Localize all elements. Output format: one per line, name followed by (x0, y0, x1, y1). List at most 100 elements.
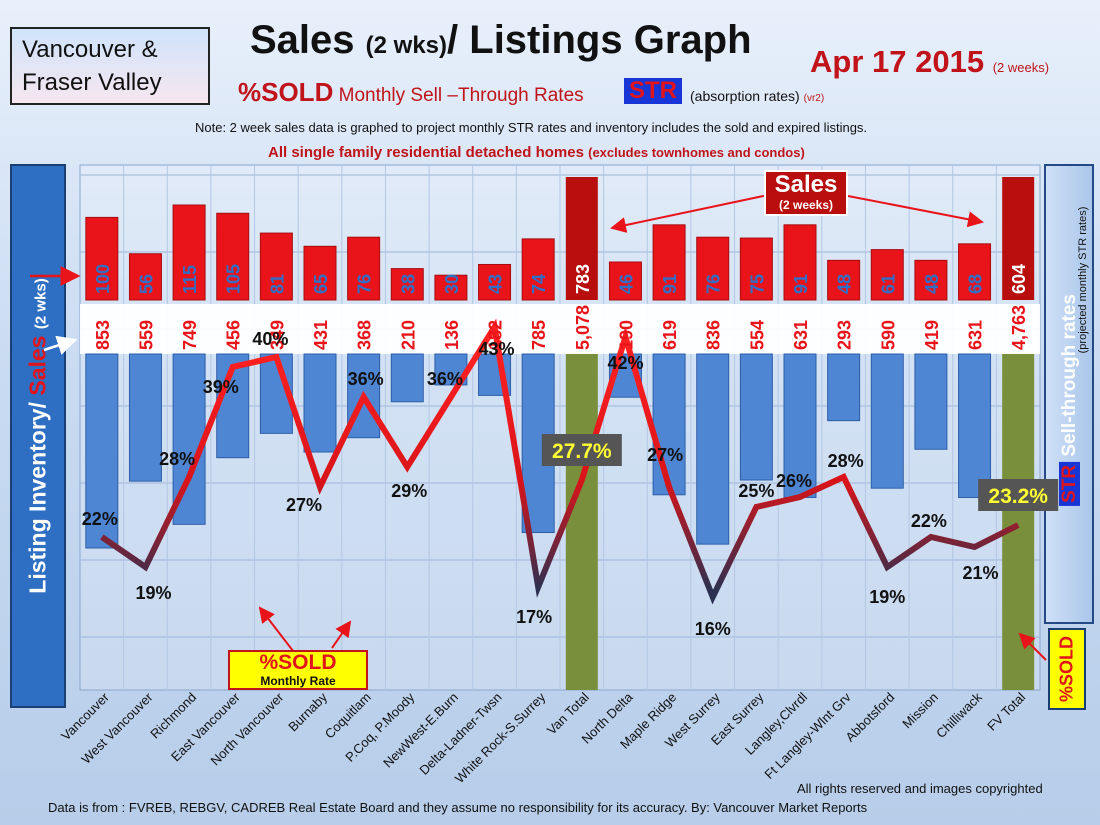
inventory-value-east-vancouver: 456 (224, 320, 244, 350)
right-axis-panel (1044, 164, 1094, 624)
right-sold-badge: %SOLD (1048, 628, 1086, 710)
str-label-richmond: 28% (159, 449, 195, 469)
inventory-bar-van-total (565, 354, 598, 690)
sales-value-east-surrey: 75 (747, 274, 767, 294)
str-label-mission: 22% (911, 511, 947, 531)
str-highlight-label-fv-total: 23.2% (988, 485, 1048, 508)
left-axis-panel (10, 164, 66, 708)
sales-value-coquitlam: 76 (355, 274, 375, 294)
sales-bar-fv-total (1002, 177, 1035, 300)
inventory-value-fv-total: 4,763 (1009, 305, 1029, 350)
sold-callout-sub: Monthly Rate (260, 674, 336, 688)
category-label-fv-total: FV Total (984, 689, 1028, 733)
str-label-east-vancouver: 39% (203, 377, 239, 397)
inventory-bar-ft-langley-wlnt-grv (827, 353, 861, 422)
inventory-value-burnaby: 431 (311, 320, 331, 350)
inventory-bar-west-vancouver (128, 353, 162, 482)
sales-bar-burnaby (303, 245, 337, 301)
inventory-value-langley-clvrdl: 631 (791, 320, 811, 350)
category-label-delta-ladner-twsn: Delta-Ladner-Twsn (416, 690, 504, 778)
sales-bar-richmond (172, 204, 206, 301)
inventory-value-newwest-e-burn: 136 (442, 320, 462, 350)
category-label-ft-langley-wlnt-grv: Ft Langley-Wlnt Grv (761, 689, 854, 782)
str-label-abbotsford: 19% (869, 587, 905, 607)
str-label-north-vancouver: 40% (252, 329, 288, 349)
sold-callout-arrow-right (331, 620, 352, 649)
str-label-newwest-e-burn: 36% (427, 369, 463, 389)
inventory-bar-langley-clvrdl (783, 353, 817, 499)
sales-bar-ft-langley-wlnt-grv (827, 259, 861, 301)
str-label-ft-langley-wlnt-grv: 28% (828, 451, 864, 471)
inventory-value-richmond: 749 (180, 320, 200, 350)
inventory-value-chilliwack: 631 (966, 320, 986, 350)
sales-bar-east-vancouver (216, 212, 250, 301)
title-main: Sales (250, 18, 355, 62)
str-highlight-box-fv-total (978, 479, 1059, 511)
sales-value-delta-ladner-twsn: 43 (486, 274, 506, 294)
sales-bar-delta-ladner-twsn (478, 263, 512, 301)
version-tag: (vr2) (803, 93, 825, 104)
sales-value-newwest-e-burn: 30 (442, 274, 462, 294)
inventory-value-mission: 419 (922, 320, 942, 350)
str-label-burnaby: 27% (286, 495, 322, 515)
region-line-2: Fraser Valley (22, 69, 162, 96)
inventory-bar-chilliwack (958, 353, 992, 499)
date-value: Apr 17 2015 (810, 44, 985, 79)
sales-bar-langley-clvrdl (783, 224, 817, 301)
note-text: Note: 2 week sales data is graphed to pr… (195, 120, 868, 135)
sales-value-ft-langley-wlnt-grv: 48 (835, 274, 855, 294)
absorption-text: (absorption rates) (690, 88, 800, 104)
str-label-vancouver: 22% (82, 509, 118, 529)
subtitle-rest: Monthly Sell –Through Rates (338, 85, 584, 106)
sold-callout-title: %SOLD (259, 651, 337, 674)
sales-bar-van-total (565, 177, 598, 300)
inventory-value-west-surrey: 836 (704, 320, 724, 350)
report-date: Apr 17 2015 (2 weeks) (810, 44, 1049, 80)
inventory-bar-mission (914, 353, 948, 450)
inventory-value-abbotsford: 590 (878, 320, 898, 350)
category-label-mission: Mission (899, 690, 941, 732)
sales-value-vancouver: 100 (93, 264, 113, 294)
region-line-1: Vancouver & (22, 36, 158, 63)
sales-value-maple-ridge: 91 (660, 274, 680, 294)
sales-bar-vancouver (85, 216, 119, 301)
sales-bar-white-rock-s-surrey (521, 238, 555, 301)
sales-value-van-total: 783 (573, 264, 593, 294)
right-sold-arrow (1018, 632, 1047, 661)
sales-value-fv-total: 604 (1009, 264, 1029, 294)
sales-bar-west-vancouver (128, 253, 162, 301)
sales-callout: Sales (2 weeks) (764, 170, 848, 216)
page-title: Sales (2 wks)/ Listings Graph (250, 18, 752, 63)
sales-value-langley-clvrdl: 91 (791, 274, 811, 294)
str-label-chilliwack: 21% (963, 563, 999, 583)
str-label-langley-clvrdl: 26% (776, 471, 812, 491)
title-end: / Listings Graph (447, 18, 752, 62)
str-label-p-coq-p-moody: 29% (391, 481, 427, 501)
inventory-value-north-delta: 190 (616, 320, 636, 350)
subtitle-sold: %SOLD (238, 77, 334, 107)
sales-bar-abbotsford (870, 249, 904, 301)
source-note: Data is from : FVREB, REBGV, CADREB Real… (48, 800, 868, 815)
sales-value-west-surrey: 76 (704, 274, 724, 294)
sales-value-white-rock-s-surrey: 74 (529, 274, 549, 294)
inventory-value-delta-ladner-twsn: 182 (486, 320, 506, 350)
sales-bar-newwest-e-burn (434, 274, 468, 301)
inventory-value-east-surrey: 554 (747, 320, 767, 350)
inventory-value-van-total: 5,078 (573, 305, 593, 350)
sales-value-chilliwack: 68 (966, 274, 986, 294)
str-line (100, 318, 1020, 605)
sold-callout: %SOLD Monthly Rate (228, 650, 368, 690)
str-label-north-delta: 42% (607, 353, 643, 373)
inventory-value-white-rock-s-surrey: 785 (529, 320, 549, 350)
category-label-chilliwack: Chilliwack (933, 689, 985, 741)
title-mid: (2 wks) (365, 32, 448, 59)
sales-callout-arrow-left (610, 194, 769, 233)
copyright-note: All rights reserved and images copyright… (797, 781, 1043, 796)
sales-bar-chilliwack (958, 243, 992, 301)
inventory-axis-arrow (43, 335, 78, 355)
inventory-bar-p-coq-p-moody (390, 353, 424, 403)
str-label-delta-ladner-twsn: 43% (479, 339, 515, 359)
inventory-bar-east-surrey (739, 353, 773, 481)
str-highlight-label-van-total: 27.7% (552, 440, 612, 463)
inventory-value-maple-ridge: 619 (660, 320, 680, 350)
